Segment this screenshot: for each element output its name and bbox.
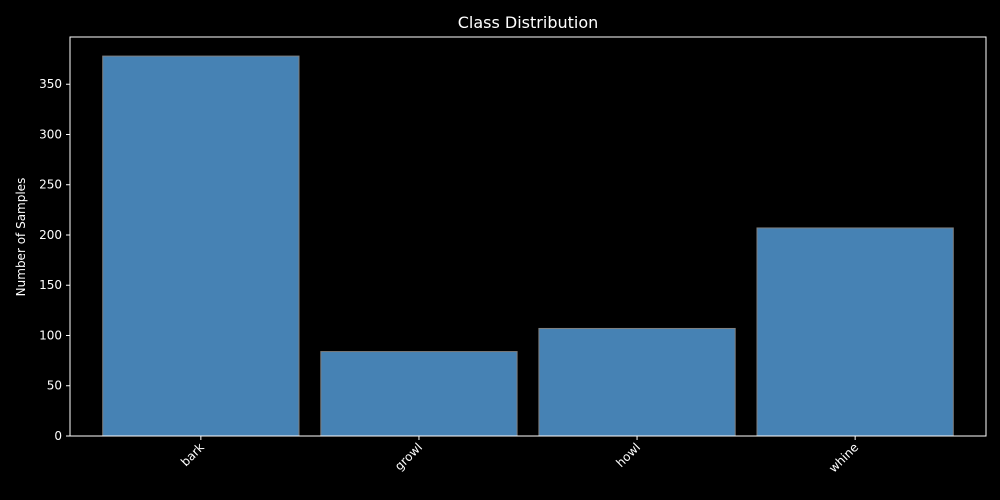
x-tick-label-whine: whine [826, 440, 861, 475]
x-tick-label-howl: howl [613, 440, 643, 470]
bar-howl [538, 327, 736, 437]
y-axis-ticks: 0 50 100 150 200 250 300 350 [39, 77, 70, 443]
y-tick-label: 50 [47, 379, 62, 393]
y-tick-label: 300 [39, 127, 62, 141]
y-tick-label: 0 [54, 429, 62, 443]
bars-group [102, 55, 954, 437]
y-tick-label: 200 [39, 228, 62, 242]
y-tick-label: 150 [39, 278, 62, 292]
y-tick-label: 250 [39, 178, 62, 192]
bar-growl [320, 351, 518, 437]
x-tick-label-bark: bark [178, 440, 207, 469]
x-tick-label-growl: growl [392, 440, 425, 473]
y-axis-title: Number of Samples [14, 178, 28, 297]
chart-title: Class Distribution [458, 13, 599, 32]
plot-frame [69, 36, 987, 437]
bar-bark [102, 55, 300, 437]
bar-whine [756, 227, 954, 437]
y-tick-label: 100 [39, 328, 62, 342]
x-axis-ticks: bark growl howl whine [178, 436, 861, 475]
y-tick-label: 350 [39, 77, 62, 91]
